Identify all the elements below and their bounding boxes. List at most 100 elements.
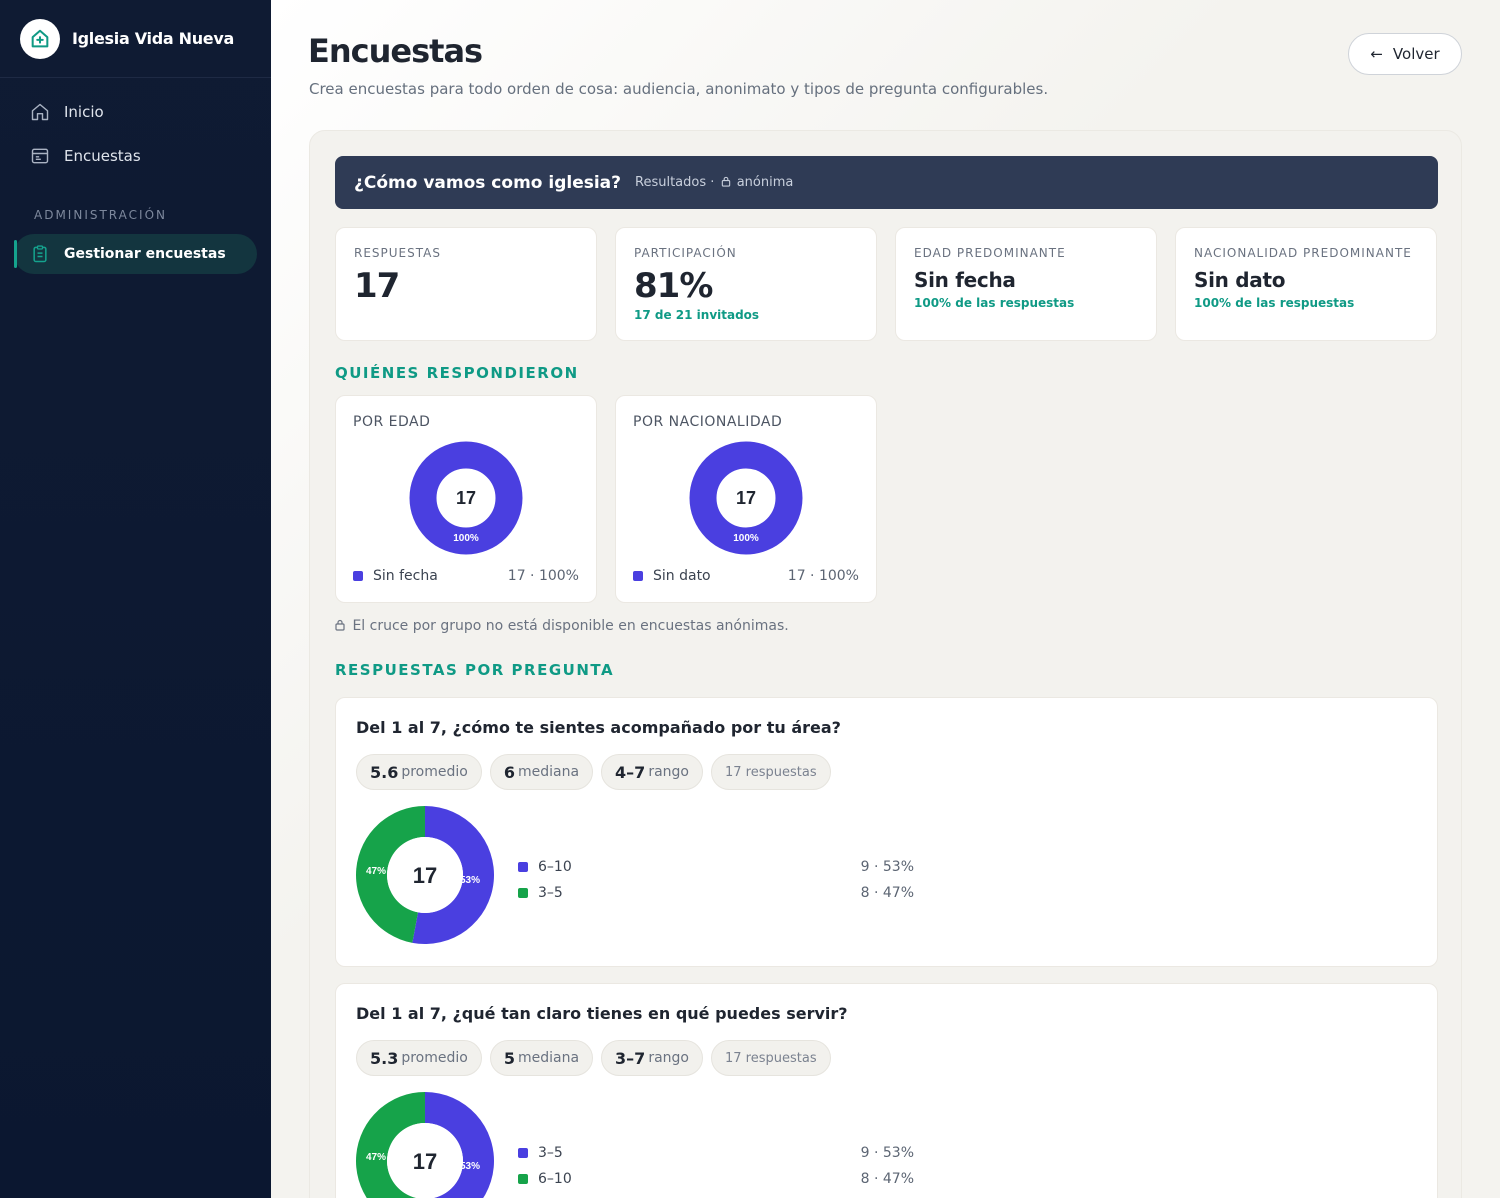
sidebar-item-encuestas[interactable]: Encuestas — [0, 134, 271, 178]
donut-slice — [356, 806, 425, 943]
section-title-who: QUIÉNES RESPONDIERON — [335, 364, 579, 382]
legend-label: 6–10 — [538, 1171, 572, 1187]
stat-value: 3–7 — [615, 1048, 646, 1068]
lock-icon — [719, 175, 737, 190]
demographic-label: POR NACIONALIDAD — [633, 414, 783, 430]
page-subtitle: Crea encuestas para todo orden de cosa: … — [309, 80, 1049, 98]
legend-label: Sin fecha — [373, 568, 438, 584]
legend-swatch — [353, 571, 363, 581]
stat-value: 5 — [503, 1048, 515, 1068]
sidebar-item-label: Inicio — [64, 103, 104, 121]
donut-center-value: 17 — [413, 1149, 437, 1174]
home-icon — [20, 18, 60, 59]
legend-row: Sin fecha 17 · 100% — [353, 568, 579, 584]
legend-row: 3–5 9 · 53% — [518, 1140, 914, 1166]
legend-swatch — [518, 888, 528, 898]
stat-label: rango — [648, 1050, 689, 1066]
donut-slice — [356, 1092, 425, 1198]
kpi-card-edad: EDAD PREDOMINANTE Sin fecha 100% de las … — [895, 227, 1157, 341]
donut-slice — [425, 1092, 494, 1198]
donut-slice-label: 47% — [366, 1152, 386, 1163]
sidebar-item-inicio[interactable]: Inicio — [0, 90, 271, 134]
stat-label: mediana — [517, 1050, 580, 1066]
demographic-label: POR EDAD — [353, 414, 431, 430]
kpi-card-respuestas: RESPUESTAS 17 — [335, 227, 597, 341]
arrow-left-icon: ← — [1370, 45, 1383, 63]
survey-meta-prefix: Resultados · — [635, 175, 715, 190]
stat-pill-responses: 17 respuestas — [710, 754, 831, 790]
donut-chart-question-1: 17 47% 53% — [356, 806, 494, 944]
back-button-label: Volver — [1392, 45, 1440, 63]
stat-pill-promedio: 5.3 promedio — [356, 1040, 482, 1076]
donut-slice-label: 100% — [453, 533, 479, 544]
sidebar-nav: Inicio Encuestas ADMINISTRACIÓN Gestiona… — [0, 78, 271, 274]
legend-value: 17 · 100% — [787, 568, 859, 584]
question-card: Del 1 al 7, ¿qué tan claro tienes en qué… — [335, 983, 1438, 1198]
question-legend: 6–10 9 · 53% 3–5 8 · 47% — [518, 854, 914, 906]
question-card: Del 1 al 7, ¿cómo te sientes acompañado … — [335, 697, 1438, 967]
kpi-card-participacion: PARTICIPACIÓN 81% 17 de 21 invitados — [615, 227, 877, 341]
donut-slice — [689, 441, 803, 555]
clipboard-icon — [30, 244, 50, 264]
brand[interactable]: Iglesia Vida Nueva — [0, 0, 271, 78]
kpi-value: Sin fecha — [914, 268, 1016, 292]
donut-center-value: 17 — [736, 488, 756, 508]
kpi-note: 100% de las respuestas — [1194, 296, 1355, 310]
legend-label: Sin dato — [653, 568, 711, 584]
question-legend: 3–5 9 · 53% 6–10 8 · 47% — [518, 1140, 914, 1192]
stat-value: 5.3 — [370, 1048, 399, 1068]
kpi-note: 17 de 21 invitados — [634, 308, 760, 322]
main-content: Encuestas Crea encuestas para todo orden… — [271, 0, 1500, 1198]
survey-icon — [30, 146, 50, 166]
legend-value: 17 · 100% — [507, 568, 579, 584]
legend-row: 6–10 9 · 53% — [518, 854, 914, 880]
sidebar-item-gestionar-encuestas[interactable]: Gestionar encuestas — [14, 234, 257, 274]
donut-chart-question-2: 17 47% 53% — [356, 1092, 494, 1198]
question-title: Del 1 al 7, ¿qué tan claro tienes en qué… — [356, 1004, 848, 1023]
donut-slice — [412, 806, 494, 944]
kpi-label: PARTICIPACIÓN — [634, 246, 737, 260]
kpi-value: 17 — [354, 266, 400, 306]
question-stats: 5.3 promedio 5 mediana 3–7 rango 17 respues… — [356, 1040, 839, 1076]
question-stats: 5.6 promedio 6 mediana 4–7 rango 17 respues… — [356, 754, 839, 790]
demographic-card-nationality: POR NACIONALIDAD 17 100% Sin dato 17 · 1… — [615, 395, 877, 603]
anonymous-note-text: El cruce por grupo no está disponible en… — [352, 618, 789, 634]
stat-label: mediana — [517, 764, 580, 780]
stat-label: rango — [648, 764, 689, 780]
legend-value: 9 · 53% — [860, 1145, 914, 1161]
stat-value: 6 — [503, 762, 515, 782]
page-title: Encuestas — [308, 32, 483, 70]
stat-pill-responses: 17 respuestas — [710, 1040, 831, 1076]
kpi-label: EDAD PREDOMINANTE — [914, 246, 1066, 260]
legend-row: 3–5 8 · 47% — [518, 880, 914, 906]
donut-slice-label: 47% — [366, 866, 386, 877]
donut-hole — [387, 837, 463, 913]
donut-slice-label: 100% — [733, 533, 759, 544]
lock-icon — [335, 618, 352, 634]
back-button[interactable]: ← Volver — [1348, 33, 1462, 75]
legend-swatch — [518, 1174, 528, 1184]
results-panel: ¿Cómo vamos como iglesia? Resultados · a… — [309, 130, 1462, 1198]
sidebar-item-label: Encuestas — [64, 147, 141, 165]
survey-meta: Resultados · anónima — [635, 175, 793, 190]
legend-label: 3–5 — [538, 1145, 563, 1161]
survey-meta-anon: anónima — [736, 175, 794, 190]
stat-label: promedio — [401, 764, 468, 780]
question-title: Del 1 al 7, ¿cómo te sientes acompañado … — [356, 718, 841, 737]
anonymous-note: El cruce por grupo no está disponible en… — [335, 618, 789, 634]
donut-center-value: 17 — [413, 863, 437, 888]
legend-row: 6–10 8 · 47% — [518, 1166, 914, 1192]
donut-slice-label: 53% — [460, 1161, 480, 1172]
legend-label: 6–10 — [538, 859, 572, 875]
survey-header: ¿Cómo vamos como iglesia? Resultados · a… — [335, 156, 1438, 209]
legend-swatch — [633, 571, 643, 581]
donut-slice — [409, 441, 523, 555]
donut-hole — [387, 1123, 463, 1198]
donut-chart-age: 17 100% — [409, 441, 523, 555]
sidebar: Iglesia Vida Nueva Inicio Encuestas ADMI… — [0, 0, 271, 1198]
donut-chart-nationality: 17 100% — [689, 441, 803, 555]
kpi-label: NACIONALIDAD PREDOMINANTE — [1194, 246, 1412, 260]
demographic-card-age: POR EDAD 17 100% Sin fecha 17 · 100% — [335, 395, 597, 603]
kpi-card-nacionalidad: NACIONALIDAD PREDOMINANTE Sin dato 100% … — [1175, 227, 1437, 341]
stat-pill-mediana: 6 mediana — [489, 754, 594, 790]
